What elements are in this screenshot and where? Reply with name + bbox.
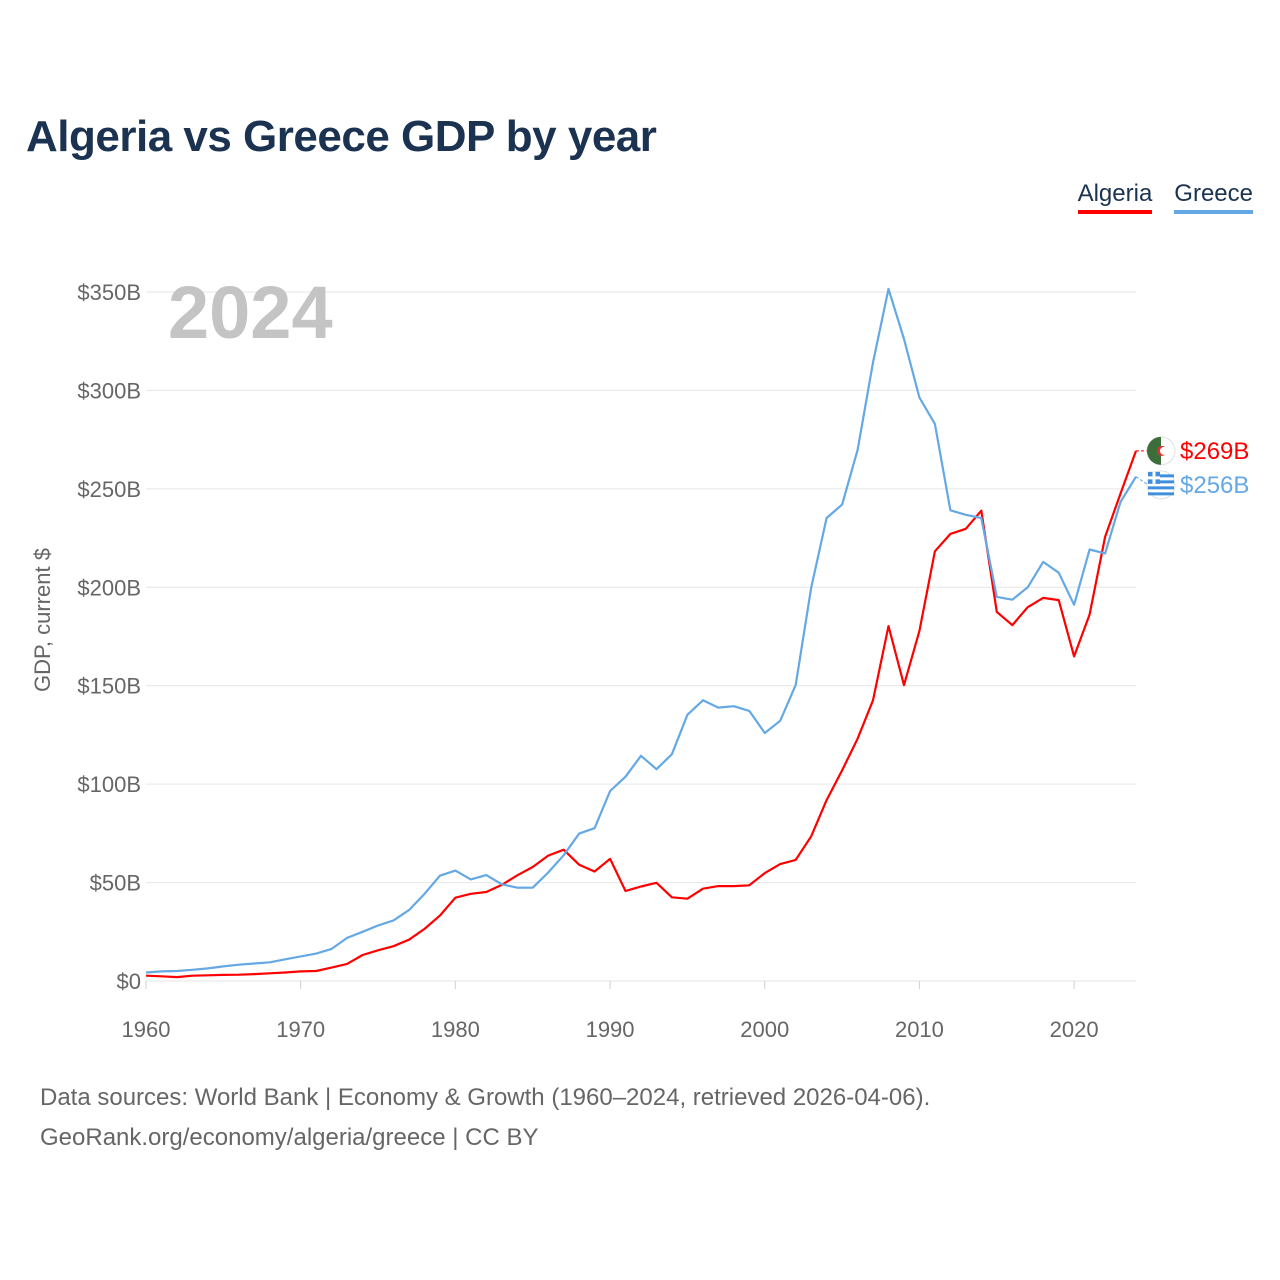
y-tick-label: $100B xyxy=(77,772,141,797)
x-tick-label: 1980 xyxy=(431,1017,480,1042)
y-axis-label: GDP, current $ xyxy=(30,548,55,692)
x-tick-label: 1970 xyxy=(276,1017,325,1042)
chart-title: Algeria vs Greece GDP by year xyxy=(26,112,657,161)
y-tick-label: $200B xyxy=(77,575,141,600)
y-tick-label: $50B xyxy=(90,871,141,896)
end-labels: $269B $256B xyxy=(1135,436,1249,500)
x-tick-label: 2000 xyxy=(740,1017,789,1042)
legend-item-algeria[interactable]: Algeria xyxy=(1077,180,1153,214)
y-tick-label: $300B xyxy=(77,378,141,403)
data-sources: Data sources: World Bank | Economy & Gro… xyxy=(40,1084,931,1111)
y-tick-label: $350B xyxy=(77,280,141,305)
credit-link[interactable]: GeoRank.org/economy/algeria/greece | CC … xyxy=(40,1124,539,1151)
year-watermark: 2024 xyxy=(168,271,333,354)
x-tick-label: 2010 xyxy=(895,1017,944,1042)
legend-item-greece[interactable]: Greece xyxy=(1174,180,1253,214)
series-line-greece[interactable] xyxy=(145,287,1137,974)
grid-lines xyxy=(146,291,1136,982)
greece-flag-icon xyxy=(1146,470,1176,500)
legend: Algeria Greece xyxy=(1077,180,1253,214)
x-axis-ticks: 1960 1970 1980 1990 2000 2010 2020 xyxy=(122,981,1099,1042)
end-value-label-algeria: $269B xyxy=(1180,438,1249,465)
y-axis-ticks: $0 $50B $100B $150B $200B $250B $300B $350B xyxy=(77,280,141,994)
x-tick-label: 1960 xyxy=(122,1017,171,1042)
y-tick-label: $0 xyxy=(117,969,141,994)
y-tick-label: $150B xyxy=(77,674,141,699)
y-tick-label: $250B xyxy=(77,477,141,502)
series-line-algeria[interactable] xyxy=(145,450,1138,979)
algeria-flag-icon xyxy=(1146,436,1176,466)
end-value-label-greece: $256B xyxy=(1180,472,1249,499)
x-tick-label: 1990 xyxy=(586,1017,635,1042)
x-tick-label: 2020 xyxy=(1050,1017,1099,1042)
end-connector xyxy=(1135,476,1149,486)
series-lines xyxy=(145,287,1138,979)
